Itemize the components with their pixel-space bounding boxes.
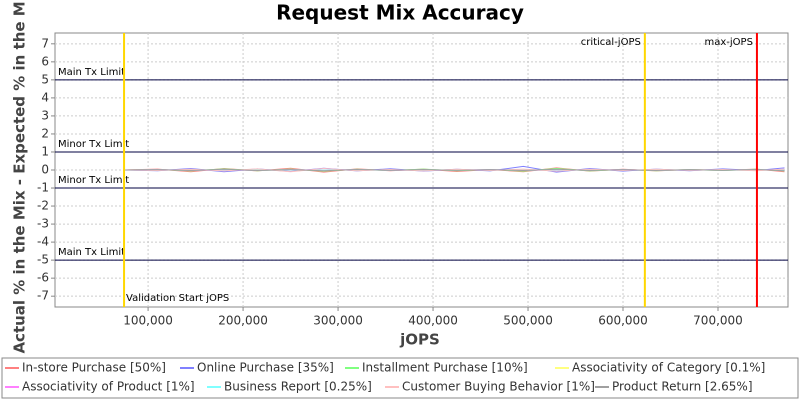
chart-title: Request Mix Accuracy [276, 1, 524, 25]
limit-label: Minor Tx Limit [58, 139, 129, 150]
legend-label: Customer Buying Behavior [1%] [402, 380, 595, 394]
x-tick-label: 600,000 [598, 314, 648, 328]
legend [1, 357, 799, 399]
y-tick-label: 2 [41, 126, 49, 140]
y-tick-label: -6 [37, 271, 49, 285]
y-tick-label: -5 [37, 253, 49, 267]
x-tick-label: 500,000 [503, 314, 553, 328]
y-tick-label: 7 [41, 36, 49, 50]
y-tick-label: 6 [41, 54, 49, 68]
y-tick-label: -4 [37, 235, 49, 249]
x-tick-label: 300,000 [313, 314, 363, 328]
legend-label: Business Report [0.25%] [224, 380, 372, 394]
marker-label: max-jOPS [705, 37, 753, 48]
limit-label: Main Tx Limit [58, 67, 125, 78]
legend-label: Product Return [2.65%] [612, 380, 753, 394]
y-tick-label: -7 [37, 289, 49, 303]
legend-label: Installment Purchase [10%] [362, 361, 528, 375]
legend-label: Associativity of Product [1%] [22, 380, 195, 394]
limit-label: Main Tx Limit [58, 247, 125, 258]
y-tick-label: 3 [41, 108, 49, 122]
limit-label: Minor Tx Limit [58, 175, 129, 186]
y-tick-label: 0 [41, 163, 49, 177]
x-tick-label: 700,000 [693, 314, 743, 328]
x-tick-label: 200,000 [218, 314, 268, 328]
marker-label: critical-jOPS [581, 37, 641, 48]
y-tick-label: 5 [41, 72, 49, 86]
y-tick-label: 4 [41, 90, 49, 104]
y-tick-label: -3 [37, 217, 49, 231]
legend-label: Associativity of Category [0.1%] [572, 361, 765, 375]
y-tick-label: 1 [41, 144, 49, 158]
x-axis-label: jOPS [399, 331, 440, 349]
x-tick-label: 100,000 [123, 314, 173, 328]
marker-label: Validation Start jOPS [126, 293, 229, 304]
y-axis-label: Actual % in the Mix - Expected % in the … [11, 0, 29, 354]
y-tick-label: -1 [37, 181, 49, 195]
x-tick-label: 400,000 [408, 314, 458, 328]
legend-label: In-store Purchase [50%] [22, 361, 166, 375]
series-line [124, 168, 785, 172]
legend-label: Online Purchase [35%] [197, 361, 334, 375]
y-tick-label: -2 [37, 199, 49, 213]
